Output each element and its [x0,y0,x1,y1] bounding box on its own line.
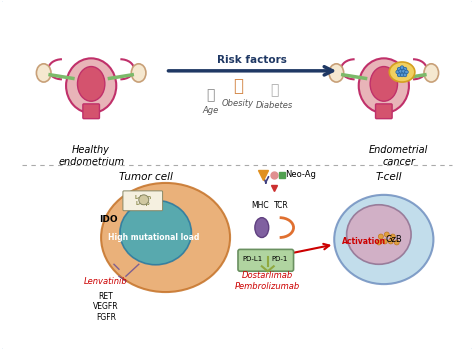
Text: Neo-Ag: Neo-Ag [286,170,317,180]
Ellipse shape [400,73,404,77]
Ellipse shape [36,64,51,82]
Text: PD-L1: PD-L1 [243,256,263,262]
FancyBboxPatch shape [375,104,392,119]
Text: Risk factors: Risk factors [217,55,287,65]
Text: Endometrial
cancer: Endometrial cancer [369,145,428,167]
Text: MHC: MHC [251,201,269,210]
Ellipse shape [77,66,105,101]
Text: 🧍: 🧍 [233,77,243,95]
Text: 🧓: 🧓 [206,89,214,103]
Ellipse shape [384,232,389,237]
Text: Dostarlimab
Pembrolizumab: Dostarlimab Pembrolizumab [235,272,301,291]
Ellipse shape [403,73,407,77]
Ellipse shape [405,70,408,74]
Ellipse shape [396,70,400,74]
Ellipse shape [388,239,393,244]
Ellipse shape [139,195,149,205]
Text: Diabetes: Diabetes [256,100,293,110]
Text: 🍬: 🍬 [271,84,279,98]
Ellipse shape [389,62,415,82]
Text: GzB: GzB [385,235,402,244]
Text: Tumor cell: Tumor cell [119,172,173,182]
Text: High mutational load: High mutational load [108,233,200,242]
Ellipse shape [399,69,402,73]
Text: Lenvatinib: Lenvatinib [84,276,128,286]
Ellipse shape [403,67,407,71]
Ellipse shape [255,218,269,238]
Ellipse shape [334,195,433,284]
Ellipse shape [131,64,146,82]
FancyBboxPatch shape [123,191,163,211]
Ellipse shape [66,58,116,113]
Ellipse shape [383,239,387,244]
Text: TCR: TCR [274,201,289,210]
Text: Healthy
endometrium: Healthy endometrium [58,145,124,167]
Text: Obesity: Obesity [222,99,254,107]
Ellipse shape [101,183,230,292]
Text: IDO: IDO [99,215,118,224]
FancyBboxPatch shape [83,104,100,119]
Text: Activation: Activation [342,237,386,246]
Ellipse shape [329,64,344,82]
Text: PD-1: PD-1 [272,256,288,262]
Ellipse shape [424,64,438,82]
Text: RET
VEGFR
FGFR: RET VEGFR FGFR [93,292,119,322]
Ellipse shape [390,234,395,239]
Text: Age: Age [202,106,219,114]
Ellipse shape [346,205,411,264]
FancyBboxPatch shape [238,250,293,271]
Ellipse shape [120,200,191,265]
Ellipse shape [378,234,383,239]
Ellipse shape [359,58,409,113]
Ellipse shape [397,73,401,77]
Ellipse shape [401,69,405,73]
Text: T-cell: T-cell [375,172,402,182]
Ellipse shape [370,66,398,101]
Text: L-Kyn
L-Trp: L-Kyn L-Trp [134,195,151,206]
Ellipse shape [400,66,404,69]
Ellipse shape [397,67,401,71]
Ellipse shape [376,240,382,245]
Ellipse shape [394,240,399,245]
